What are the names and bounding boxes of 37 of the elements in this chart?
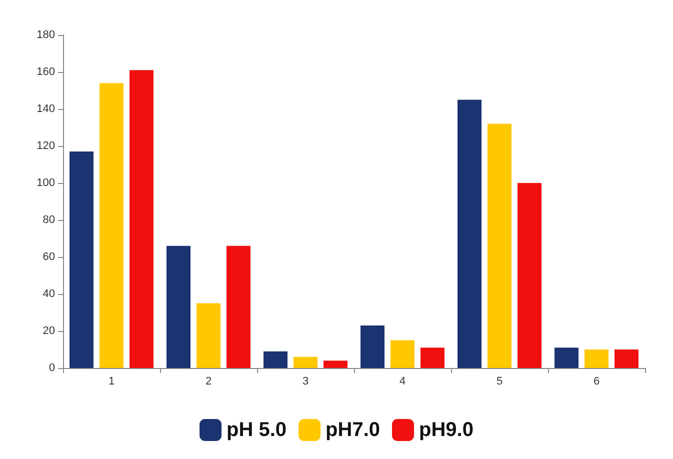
x-tick-label: 4 [399, 376, 406, 388]
legend-label: pH 5.0 [226, 419, 287, 441]
bar [226, 246, 250, 368]
bar [420, 348, 444, 368]
bar [294, 356, 318, 368]
y-tick-label: 0 [48, 362, 55, 374]
bar [488, 124, 512, 368]
y-tick-label: 180 [36, 29, 55, 41]
bar [130, 70, 154, 368]
x-tick-label: 6 [593, 376, 600, 388]
y-tick-label: 20 [42, 325, 55, 337]
x-tick-label: 2 [205, 376, 212, 388]
bar [196, 303, 220, 368]
bar [360, 325, 384, 368]
bar [100, 83, 124, 368]
y-tick-label: 140 [36, 103, 55, 115]
bar [70, 152, 94, 368]
bar [458, 100, 482, 368]
bar [390, 340, 414, 368]
bar [518, 183, 542, 368]
legend-label: pH7.0 [326, 419, 380, 441]
bar [166, 246, 190, 368]
bar [614, 350, 638, 368]
bar [554, 348, 578, 368]
bar [584, 350, 608, 368]
bar [264, 351, 288, 368]
y-tick-label: 160 [36, 66, 55, 78]
y-tick-label: 80 [42, 214, 55, 226]
y-tick-label: 120 [36, 140, 55, 152]
legend-label: pH9.0 [419, 419, 474, 441]
y-tick-label: 40 [42, 288, 55, 300]
y-tick-label: 100 [36, 177, 55, 189]
x-tick-label: 3 [302, 376, 309, 388]
y-tick-label: 60 [42, 251, 55, 263]
x-tick-label: 5 [496, 376, 503, 388]
x-tick-label: 1 [108, 376, 115, 388]
bar [324, 360, 348, 368]
